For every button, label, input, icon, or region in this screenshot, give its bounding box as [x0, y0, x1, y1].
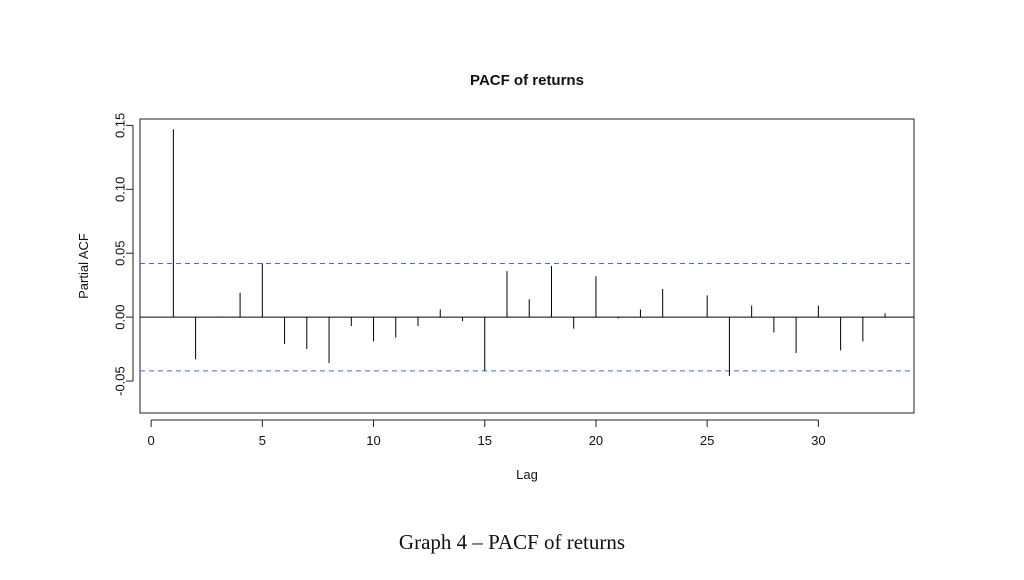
y-axis: -0.05 0.00 0.05 0.10 0.15	[112, 113, 134, 396]
x-axis-label: Lag	[516, 467, 538, 482]
x-tick-label: 10	[366, 433, 380, 448]
y-tick-label: 0.00	[112, 304, 127, 329]
x-axis: 0 5 10 15 20 25 30	[148, 419, 826, 448]
figure-caption: Graph 4 – PACF of returns	[398, 530, 626, 554]
plot-frame	[139, 118, 915, 414]
x-tick-label: 0	[148, 433, 155, 448]
y-tick-label: -0.05	[112, 366, 127, 396]
x-tick-label: 25	[700, 433, 714, 448]
y-tick-label: 0.05	[112, 241, 127, 266]
y-tick-label: 0.15	[112, 113, 127, 138]
y-tick-label: 0.10	[112, 177, 127, 202]
x-tick-label: 20	[589, 433, 603, 448]
plot-area	[140, 129, 914, 376]
x-tick-label: 30	[811, 433, 825, 448]
x-tick-label: 5	[259, 433, 266, 448]
x-tick-label: 15	[478, 433, 492, 448]
y-axis-label: Partial ACF	[76, 233, 91, 299]
chart-title: PACF of returns	[470, 72, 584, 89]
